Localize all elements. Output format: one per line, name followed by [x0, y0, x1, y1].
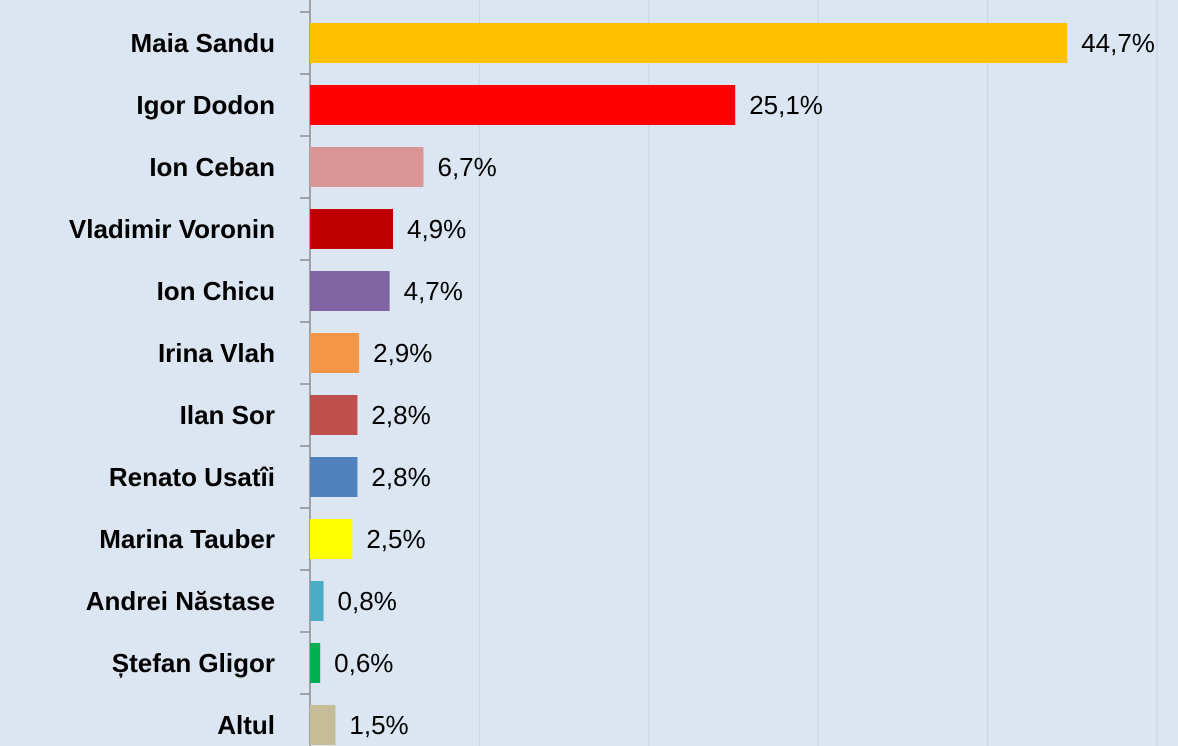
bar [310, 457, 358, 497]
category-label: Andrei Năstase [86, 586, 275, 616]
bar [310, 271, 390, 311]
bar [310, 23, 1068, 63]
category-label: Altul [217, 710, 275, 740]
bar [310, 643, 321, 683]
category-label: Igor Dodon [136, 90, 275, 120]
category-label: Maia Sandu [131, 28, 275, 58]
value-label: 2,8% [371, 462, 430, 492]
category-label: Ilan Sor [180, 400, 275, 430]
bar [310, 147, 424, 187]
value-label: 2,9% [373, 338, 432, 368]
category-label: Irina Vlah [158, 338, 275, 368]
category-label: Ion Ceban [149, 152, 275, 182]
value-label: 0,8% [338, 586, 397, 616]
value-label: 2,5% [366, 524, 425, 554]
bar [310, 395, 358, 435]
bar [310, 581, 324, 621]
value-label: 1,5% [349, 710, 408, 740]
value-label: 4,9% [407, 214, 466, 244]
value-label: 25,1% [749, 90, 823, 120]
bar [310, 705, 336, 745]
value-label: 6,7% [437, 152, 496, 182]
category-label: Vladimir Voronin [69, 214, 275, 244]
bar [310, 209, 394, 249]
bar [310, 85, 736, 125]
value-label: 0,6% [334, 648, 393, 678]
value-label: 44,7% [1081, 28, 1155, 58]
category-label: Marina Tauber [99, 524, 275, 554]
category-label: Ștefan Gligor [112, 648, 275, 678]
bar [310, 519, 353, 559]
category-label: Renato Usatîi [109, 462, 275, 492]
category-label: Ion Chicu [157, 276, 275, 306]
bar [310, 333, 360, 373]
value-label: 4,7% [404, 276, 463, 306]
value-label: 2,8% [371, 400, 430, 430]
